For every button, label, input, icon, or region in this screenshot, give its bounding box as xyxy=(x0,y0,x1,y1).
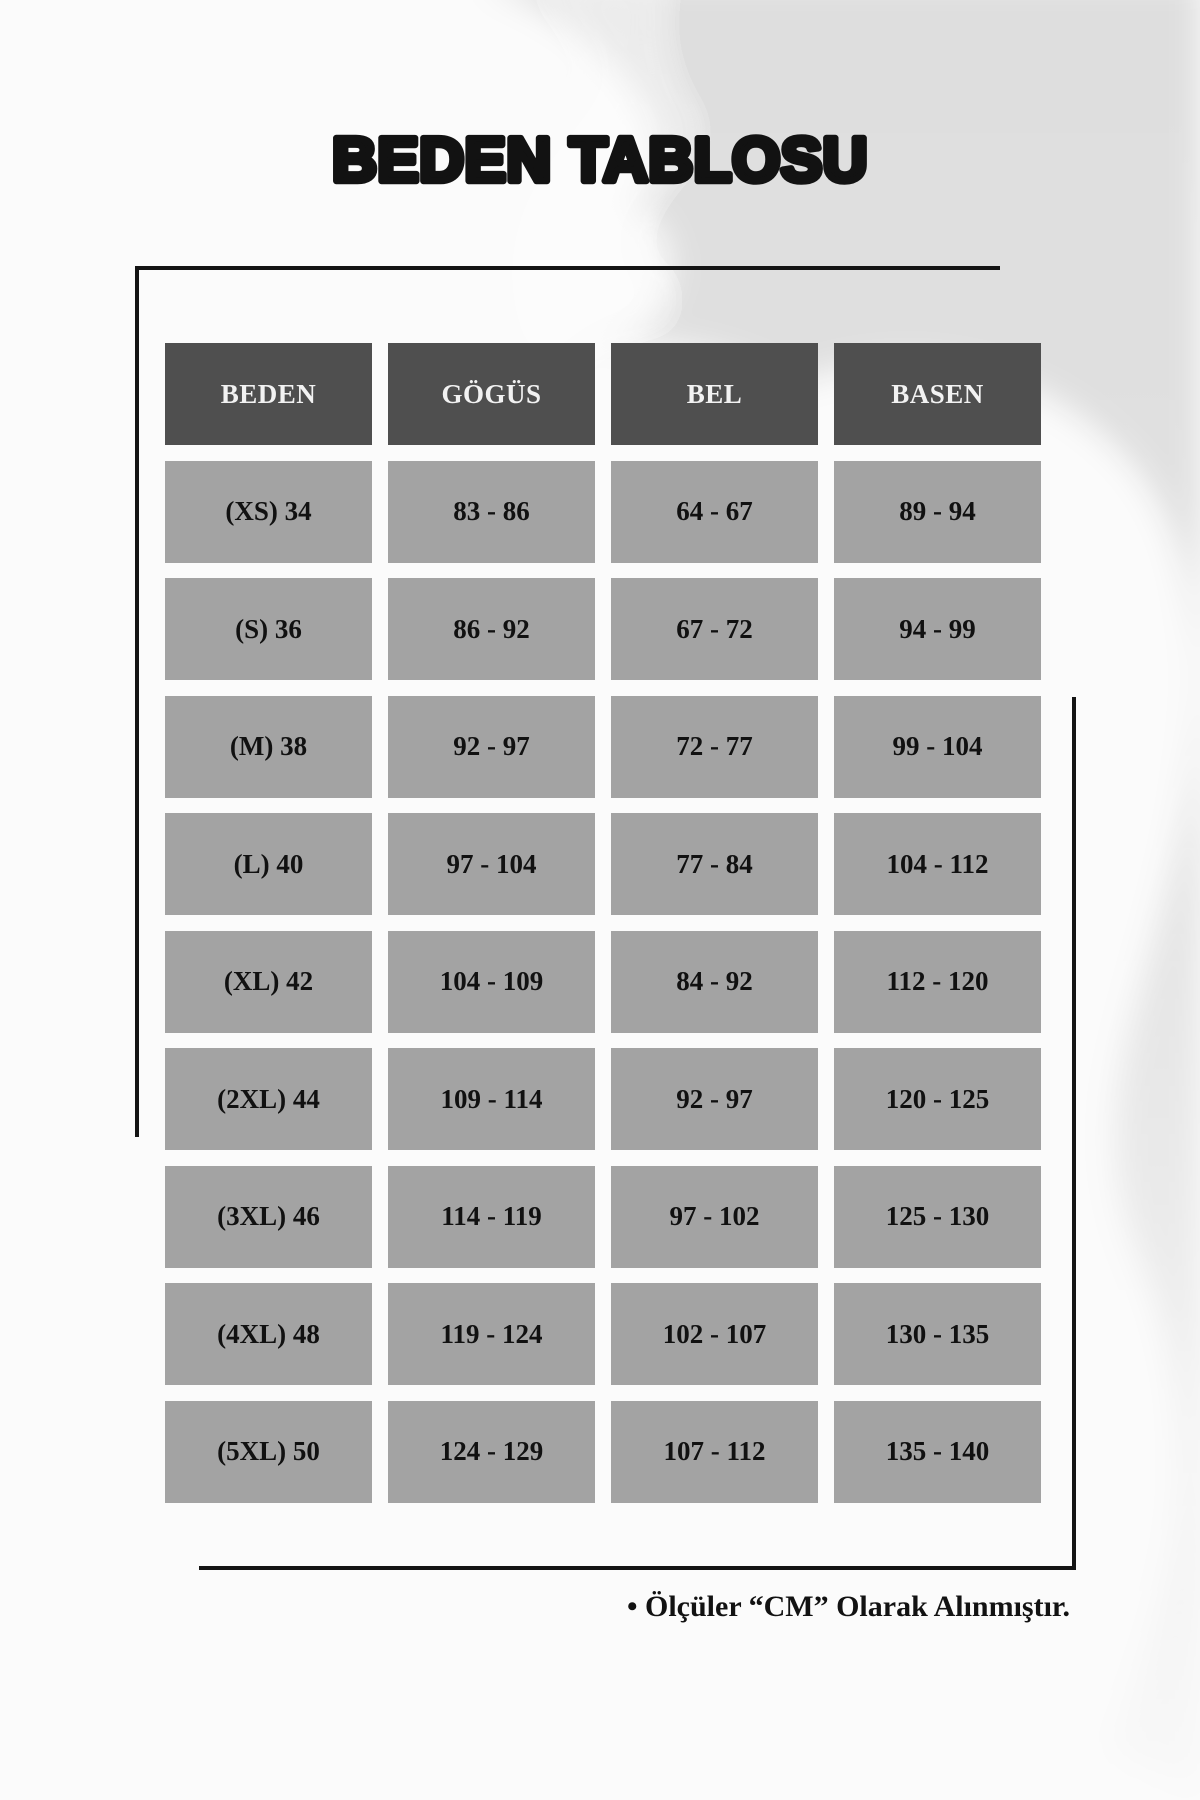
svg-text:BEDEN TABLOSU: BEDEN TABLOSU xyxy=(332,126,868,195)
